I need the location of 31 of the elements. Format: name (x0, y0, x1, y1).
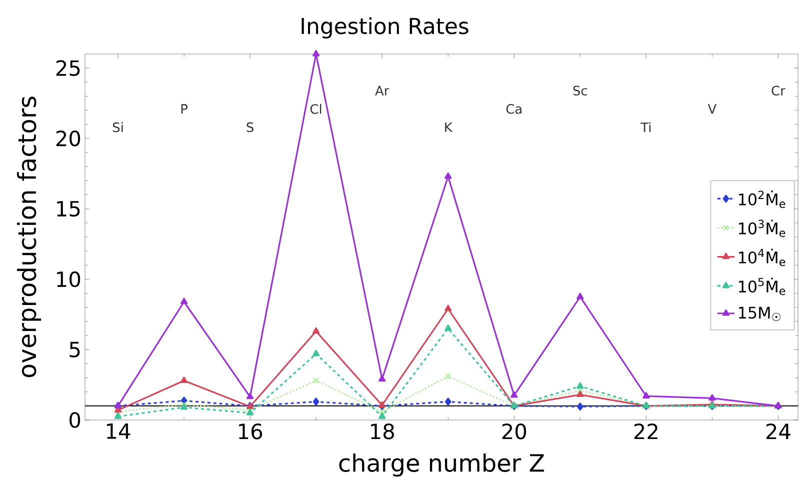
y-tick-label: 0 (70, 412, 80, 428)
annotation: Cr (772, 86, 786, 96)
legend-label: 10$^{2}$Ṁ$_{e}$ (739, 190, 786, 208)
legend-label: 15M$_{☉}$ (739, 306, 780, 322)
annotation: Sc (573, 86, 588, 96)
annotation: Si (112, 122, 123, 132)
legend-label: 10$^{3}$Ṁ$_{e}$ (739, 220, 786, 238)
annotation: Ar (375, 86, 390, 96)
annotation: Ti (640, 122, 651, 132)
annotation: K (445, 122, 453, 132)
y-tick-label: 15 (57, 201, 80, 217)
legend-label: 10$^{5}$Ṁ$_{e}$ (739, 278, 786, 296)
y-axis-title: overproduction factors (16, 96, 42, 378)
y-tick-label: 10 (57, 271, 80, 288)
annotation: V (708, 104, 717, 114)
chart-title: Ingestion Rates (302, 17, 468, 39)
x-tick-label: 14 (106, 424, 130, 439)
annotation: Cl (310, 104, 322, 114)
annotation: S (246, 122, 254, 132)
y-tick-label: 20 (56, 130, 80, 146)
annotation: P (181, 104, 188, 114)
x-tick-label: 24 (766, 424, 790, 440)
x-tick-label: 18 (371, 424, 394, 440)
annotation: Ca (506, 104, 522, 114)
x-tick-label: 22 (634, 424, 658, 440)
y-tick-label: 5 (70, 342, 80, 358)
x-axis-title: charge number Z (339, 453, 544, 477)
legend-label: 10$^{4}$Ṁ$_{e}$ (739, 248, 786, 266)
y-tick-label: 25 (56, 60, 80, 76)
x-tick-label: 20 (502, 424, 526, 440)
x-tick-label: 16 (239, 424, 262, 440)
